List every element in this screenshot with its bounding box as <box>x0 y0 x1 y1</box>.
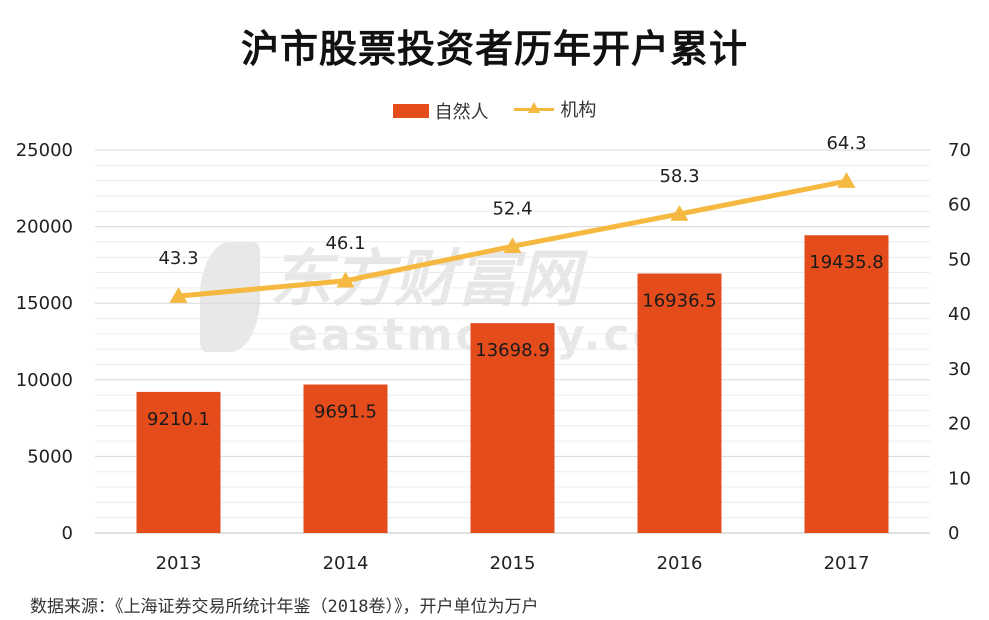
source-note: 数据来源：《上海证券交易所统计年鉴（2018卷）》，开户单位为万户 <box>30 597 539 617</box>
y-right-tick-label: 10 <box>948 468 971 489</box>
x-tick-label: 2016 <box>657 553 703 574</box>
line-data-label: 52.4 <box>492 198 532 219</box>
legend-swatch-line <box>514 100 555 118</box>
y-left-tick-label: 15000 <box>16 293 73 314</box>
legend-label-individual: 自然人 <box>434 102 489 123</box>
line-data-label: 58.3 <box>659 166 699 187</box>
line-data-label: 43.3 <box>158 248 198 269</box>
x-tick-label: 2017 <box>824 553 870 574</box>
legend-item-institution: 机构 <box>514 96 596 122</box>
bar <box>303 384 388 533</box>
legend-item-individual: 自然人 <box>392 98 489 124</box>
y-left-tick-label: 10000 <box>16 370 73 391</box>
x-tick-label: 2014 <box>323 553 369 574</box>
bar-data-label: 19435.8 <box>809 252 883 273</box>
chart-title: 沪市股票投资者历年开户累计 <box>240 27 748 71</box>
y-right-tick-label: 40 <box>948 304 971 325</box>
y-right-tick-label: 70 <box>948 140 971 161</box>
bar-data-label: 9210.1 <box>147 409 210 430</box>
y-right-tick-label: 50 <box>948 249 971 270</box>
line-point-marker <box>336 271 355 288</box>
line-point-marker <box>169 287 188 303</box>
y-left-tick-label: 25000 <box>16 140 73 161</box>
bar-data-label: 9691.5 <box>314 402 377 423</box>
x-tick-label: 2013 <box>156 553 202 574</box>
line-point-marker <box>503 237 522 254</box>
y-right-tick-label: 0 <box>948 523 959 544</box>
y-left-tick-label: 5000 <box>27 446 73 467</box>
y-right-tick-label: 20 <box>948 414 971 435</box>
line-data-label: 46.1 <box>325 233 365 254</box>
bar <box>136 391 221 533</box>
line-point-marker <box>837 172 856 188</box>
bar <box>804 235 889 534</box>
legend: 自然人 机构 <box>0 96 989 124</box>
y-left-tick-label: 0 <box>62 523 73 544</box>
bar-data-label: 16936.5 <box>642 291 716 312</box>
y-right-tick-label: 30 <box>948 359 971 380</box>
x-tick-label: 2015 <box>490 553 536 574</box>
y-right-tick-label: 60 <box>948 195 971 216</box>
line-point-marker <box>670 205 689 221</box>
legend-label-institution: 机构 <box>560 100 597 121</box>
bar <box>637 273 722 533</box>
legend-swatch-bar <box>392 104 429 118</box>
y-left-tick-label: 20000 <box>16 217 73 238</box>
bar-data-label: 13698.9 <box>475 340 549 361</box>
line-data-label: 64.3 <box>826 133 866 154</box>
bar <box>470 323 555 533</box>
